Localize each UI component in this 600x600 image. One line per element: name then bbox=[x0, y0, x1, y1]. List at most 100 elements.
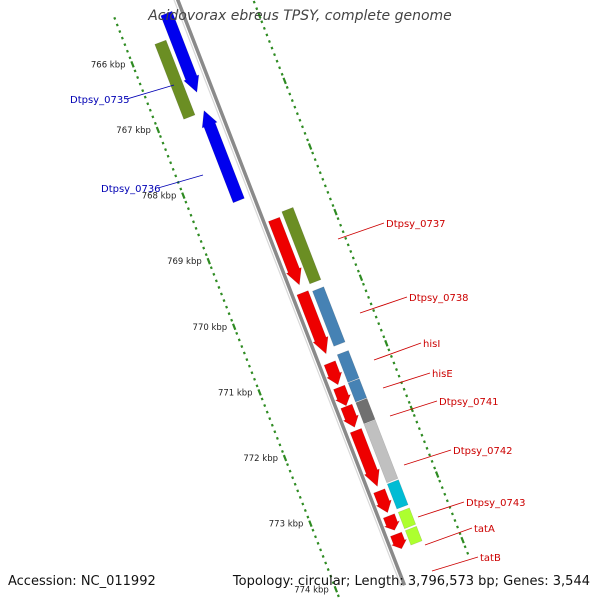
inner-track-major-tick bbox=[206, 257, 211, 265]
outer-track-minor-tick bbox=[450, 512, 454, 516]
inner-track-minor-tick bbox=[336, 594, 340, 598]
outer-track-minor-tick bbox=[379, 328, 383, 332]
inner-track-minor-tick bbox=[298, 495, 302, 499]
feature-cog-0742 bbox=[363, 419, 399, 484]
outer-track-minor-tick bbox=[290, 99, 294, 103]
feature-cog-hisI bbox=[336, 350, 360, 383]
outer-track-minor-tick bbox=[382, 335, 386, 339]
inner-track-minor-tick bbox=[220, 292, 223, 296]
gene-labels: Dtpsy_0735 Dtpsy_0736 Dtpsy_0737 Dtpsy_0738… bbox=[70, 84, 526, 572]
inner-track-minor-tick bbox=[189, 213, 193, 217]
ruler-label: 768 kbp bbox=[142, 192, 177, 202]
outer-track-minor-tick bbox=[313, 158, 317, 162]
inner-track-minor-tick bbox=[281, 449, 284, 453]
outer-track-minor-tick bbox=[306, 138, 310, 142]
inner-track-minor-tick bbox=[159, 135, 162, 139]
inner-track-minor-tick bbox=[250, 371, 254, 375]
outer-track-major-tick bbox=[282, 77, 287, 85]
outer-track-minor-tick bbox=[301, 125, 304, 129]
ruler-label: 774 kbp bbox=[294, 585, 329, 595]
inner-track-minor-tick bbox=[151, 115, 155, 119]
inner-track-minor-tick bbox=[331, 581, 335, 585]
feature-cog-0735 bbox=[154, 39, 196, 120]
outer-track-minor-tick bbox=[367, 295, 371, 299]
inner-track-minor-tick bbox=[240, 344, 244, 348]
inner-track-minor-tick bbox=[123, 43, 127, 47]
inner-track-minor-tick bbox=[125, 49, 129, 53]
outer-track-minor-tick bbox=[311, 151, 315, 155]
gene-label: Dtpsy_0743 bbox=[466, 498, 526, 509]
inner-track-minor-tick bbox=[217, 285, 221, 289]
inner-track-minor-tick bbox=[136, 75, 140, 79]
outer-track-minor-tick bbox=[362, 282, 365, 286]
inner-track-minor-tick bbox=[278, 443, 282, 447]
outer-track-minor-tick bbox=[389, 354, 393, 358]
outer-track-minor-tick bbox=[295, 112, 299, 116]
map-title: Acidovorax ebreus TPSY, complete genome bbox=[148, 8, 452, 24]
outer-track-minor-tick bbox=[430, 459, 434, 463]
inner-track-minor-tick bbox=[237, 338, 241, 342]
outer-track-minor-tick bbox=[402, 387, 406, 391]
outer-track-minor-tick bbox=[262, 26, 266, 30]
outer-track-minor-tick bbox=[387, 348, 391, 352]
outer-track-minor-tick bbox=[369, 302, 373, 306]
inner-track-minor-tick bbox=[143, 95, 147, 99]
outer-track-minor-tick bbox=[351, 256, 355, 260]
outer-track-minor-tick bbox=[428, 453, 432, 457]
gene-label-leader bbox=[389, 400, 438, 417]
outer-track-minor-tick bbox=[438, 479, 442, 483]
feature-cog-tatB bbox=[404, 525, 423, 546]
inner-track-minor-tick bbox=[138, 82, 142, 86]
outer-track-minor-tick bbox=[270, 46, 274, 50]
outer-track-minor-tick bbox=[420, 433, 424, 437]
inner-track-minor-tick bbox=[171, 167, 175, 171]
feature-cds-hisE bbox=[333, 384, 351, 407]
outer-track-minor-tick bbox=[260, 20, 264, 24]
outer-track-minor-tick bbox=[252, 0, 256, 4]
outer-track-minor-tick bbox=[288, 92, 292, 96]
gene-label-leader bbox=[337, 222, 385, 240]
ruler-label: 772 kbp bbox=[243, 454, 278, 464]
inner-track-minor-tick bbox=[324, 561, 328, 565]
inner-track-minor-tick bbox=[314, 535, 317, 539]
inner-track-minor-tick bbox=[141, 89, 145, 93]
outer-track-major-tick bbox=[307, 143, 313, 150]
inner-track-minor-tick bbox=[174, 174, 178, 178]
inner-track-minor-tick bbox=[273, 430, 277, 434]
inner-track-minor-tick bbox=[265, 410, 269, 414]
outer-track-minor-tick bbox=[341, 230, 345, 234]
inner-track-minor-tick bbox=[245, 358, 249, 362]
inner-track-minor-tick bbox=[204, 253, 208, 257]
inner-track-minor-tick bbox=[179, 187, 183, 191]
outer-track-minor-tick bbox=[407, 400, 411, 404]
outer-track-minor-tick bbox=[466, 551, 470, 555]
outer-track-minor-tick bbox=[321, 177, 325, 181]
outer-track-minor-tick bbox=[463, 545, 467, 549]
outer-track-minor-tick bbox=[412, 413, 416, 418]
outer-track-minor-tick bbox=[323, 184, 327, 188]
feature-cds-0737 bbox=[268, 216, 302, 286]
ruler-label: 767 kbp bbox=[116, 126, 151, 136]
feature-cds-tatA bbox=[382, 513, 401, 531]
outer-track-minor-tick bbox=[326, 190, 330, 194]
outer-track-minor-tick bbox=[440, 486, 444, 490]
accession-text: Accession: NC_011992 bbox=[8, 574, 156, 589]
outer-track-minor-tick bbox=[331, 204, 335, 208]
gene-label-leader bbox=[424, 527, 473, 546]
inner-track-minor-tick bbox=[118, 30, 122, 34]
inner-track-minor-tick bbox=[260, 397, 264, 401]
inner-track-minor-tick bbox=[303, 509, 307, 513]
inner-track-major-tick bbox=[231, 323, 237, 331]
outer-track-minor-tick bbox=[377, 322, 381, 326]
outer-track-minor-tick bbox=[456, 525, 459, 529]
outer-track-minor-tick bbox=[397, 374, 401, 378]
inner-track-minor-tick bbox=[120, 36, 124, 40]
outer-track-minor-tick bbox=[273, 53, 276, 57]
outer-track-major-tick bbox=[358, 274, 364, 282]
inner-track-minor-tick bbox=[293, 482, 297, 486]
inner-track-minor-tick bbox=[321, 554, 325, 558]
outer-track-major-tick bbox=[384, 339, 389, 347]
gene-label-leader bbox=[126, 84, 175, 100]
inner-track-major-tick bbox=[155, 126, 161, 134]
